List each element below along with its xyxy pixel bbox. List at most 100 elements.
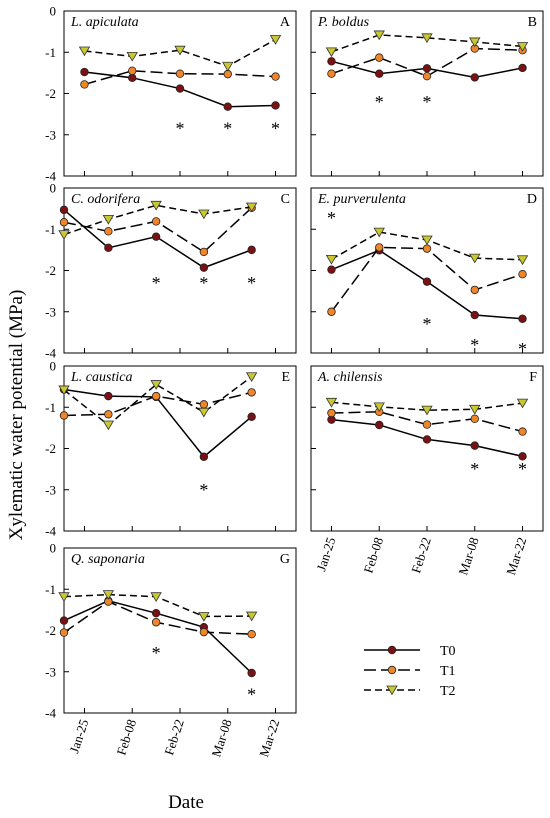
marker-t2 — [102, 590, 115, 600]
y-tick-label: 0 — [50, 4, 57, 19]
panel-title: C. odorifera — [71, 192, 140, 207]
panel-letter: F — [529, 370, 537, 385]
marker-t0 — [175, 84, 185, 93]
series-line-t2 — [331, 401, 523, 411]
panel-letter: B — [528, 15, 537, 30]
marker-t0 — [327, 57, 336, 66]
y-tick-label: -4 — [45, 524, 56, 539]
x-axis-label: Date — [168, 792, 204, 813]
marker-t2 — [421, 235, 433, 246]
marker-t2 — [150, 592, 162, 602]
marker-t1 — [271, 72, 280, 81]
panels-group: 0 -1 -2 -3 -4 * * * L. apiculata A * * P. boldus B 0 -1… — [45, 4, 544, 721]
marker-t2 — [58, 230, 70, 240]
marker-t1 — [151, 618, 161, 627]
y-tick-label: -1 — [45, 222, 56, 237]
marker-t2 — [373, 227, 385, 238]
x-tick-label: Mar-22 — [256, 717, 282, 758]
y-tick-label: -1 — [45, 45, 56, 60]
x-tick-label: Feb-08 — [113, 717, 139, 757]
marker-t0 — [518, 63, 527, 73]
significance-asterisk: * — [176, 119, 185, 139]
legend-label: T0 — [440, 644, 456, 659]
marker-t1 — [151, 391, 161, 401]
significance-asterisk: * — [223, 119, 232, 139]
panel-a: 0 -1 -2 -3 -4 * * * L. apiculata A — [45, 4, 297, 184]
marker-t1 — [199, 247, 209, 257]
marker-t2 — [150, 380, 162, 390]
y-tick-label: -3 — [45, 482, 56, 497]
legend: T0 T1 T2 — [364, 644, 456, 699]
marker-t2 — [245, 202, 258, 213]
panel-g: 0 -1 -2 -3 -4 * * Q. saponaria G — [45, 541, 297, 721]
marker-t2 — [469, 253, 481, 264]
marker-t0 — [151, 232, 161, 241]
panel-frame — [63, 547, 297, 714]
marker-t1 — [59, 628, 69, 637]
significance-asterisk: * — [152, 643, 161, 663]
marker-t1 — [518, 427, 527, 436]
marker-t2 — [102, 420, 115, 431]
y-tick-label: -2 — [45, 86, 56, 101]
marker-t1 — [247, 630, 256, 639]
y-axis-label: Xylematic water potential (MPa) — [6, 290, 27, 541]
marker-t1 — [327, 69, 336, 78]
marker-t1 — [518, 270, 527, 279]
x-tick-label: Mar-22 — [503, 535, 529, 576]
marker-t2 — [245, 611, 258, 622]
marker-t1 — [327, 408, 336, 418]
marker-t1 — [128, 66, 137, 76]
marker-t1 — [387, 665, 397, 675]
y-tick-label: -1 — [45, 582, 56, 597]
marker-t0 — [375, 420, 384, 430]
panel-title: E. purverulenta — [317, 192, 406, 207]
panel-letter: G — [280, 552, 290, 567]
y-tick-label: 0 — [50, 181, 57, 196]
marker-t0 — [470, 441, 479, 450]
marker-t1 — [470, 285, 479, 295]
series-line-t2 — [63, 376, 253, 426]
x-tick-label: Jan-25 — [313, 535, 338, 573]
panel-c: 0 -1 -2 -3 -4 * * * C. odorifera C — [45, 181, 297, 361]
marker-t0 — [80, 67, 89, 77]
marker-t2 — [58, 592, 70, 602]
marker-t1 — [422, 71, 432, 81]
y-tick-label: -4 — [45, 169, 56, 184]
y-tick-label: 0 — [50, 541, 57, 556]
y-tick-label: 0 — [50, 359, 57, 374]
marker-t2 — [325, 254, 338, 265]
y-tick-label: -4 — [45, 346, 56, 361]
significance-asterisk: * — [271, 119, 280, 139]
marker-t2 — [516, 42, 529, 52]
panel-letter: C — [281, 192, 290, 207]
marker-t1 — [422, 244, 432, 253]
marker-t2 — [102, 214, 115, 225]
x-tick-label: Mar-08 — [208, 717, 234, 758]
panel-title: L. apiculata — [70, 15, 139, 30]
marker-t1 — [422, 420, 432, 429]
marker-t1 — [104, 227, 113, 236]
marker-t0 — [104, 391, 113, 401]
panel-title: A. chilensis — [317, 370, 383, 385]
marker-t1 — [104, 410, 113, 419]
marker-t0 — [199, 452, 209, 461]
marker-t1 — [199, 627, 209, 637]
marker-t2 — [126, 51, 138, 62]
panel-d: *** *E. purverulenta D — [310, 187, 544, 359]
panel-title: L. caustica — [70, 370, 132, 385]
y-tick-label: -3 — [45, 127, 56, 142]
marker-t1 — [80, 80, 89, 89]
significance-asterisk: * — [470, 459, 479, 479]
panel-title: P. boldus — [317, 15, 370, 30]
marker-t2 — [516, 255, 529, 266]
marker-t2 — [421, 405, 433, 416]
significance-asterisk: * — [518, 459, 527, 479]
marker-t1 — [247, 388, 256, 397]
marker-t2 — [469, 404, 481, 415]
marker-t2 — [198, 612, 210, 622]
significance-asterisk: * — [327, 208, 336, 228]
significance-asterisk: * — [423, 92, 432, 112]
panel-title: Q. saponaria — [71, 552, 145, 567]
marker-t0 — [422, 435, 432, 444]
